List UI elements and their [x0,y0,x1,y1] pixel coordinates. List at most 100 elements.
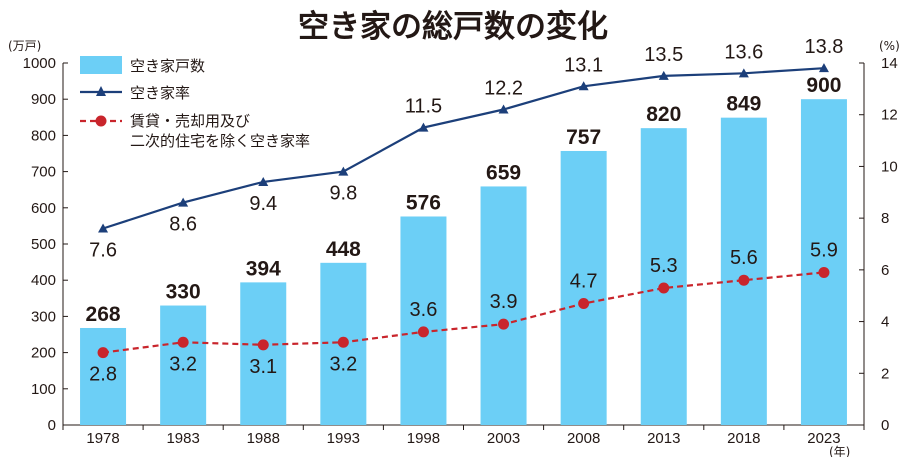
legend-bar-swatch [80,56,122,74]
x-tick-label: 1983 [166,430,199,447]
dashed-line-marker [177,336,189,348]
data-labels: 268 330 394 448 576 659 757 820 849 900 7.6 8.6 9.4 9… [86,36,844,385]
bar-value-label: 330 [166,281,201,304]
bar-value-label: 849 [726,93,761,116]
x-tick-label: 2018 [727,430,760,447]
left-tick-label: 400 [31,272,56,289]
dashed-line-marker [337,336,349,348]
dashed-line-value-label: 3.1 [249,356,277,378]
line-marker [498,104,509,114]
legend-line-marker [96,86,106,96]
left-tick-label: 800 [31,127,56,144]
line-value-label: 9.4 [249,193,277,215]
bar-value-label: 820 [646,103,681,126]
x-axis-unit: (年) [829,445,850,457]
bar [720,117,767,426]
axes: 0 100 200 300 400 500 600 700 800 900 1000 0 2 4 6 8 10 1… [23,55,898,447]
bar-value-label: 576 [406,191,441,214]
line-marker [258,176,269,186]
right-tick-label: 2 [881,365,889,382]
line-value-label: 7.6 [89,239,117,261]
line-marker [738,68,749,78]
bar-value-label: 659 [486,161,521,184]
line-marker [338,166,349,176]
x-tick-label: 2008 [567,430,600,447]
dashed-line-value-label: 5.3 [650,255,678,277]
left-tick-label: 900 [31,91,56,108]
x-tick-label: 2023 [807,430,840,447]
left-tick-label: 200 [31,345,56,362]
x-tick-label: 2013 [647,430,680,447]
left-tick-label: 0 [48,417,56,434]
right-tick-label: 6 [881,262,889,279]
line-value-label: 13.5 [644,44,683,66]
dashed-line-marker [97,347,109,359]
legend-line-label: 空き家率 [130,84,190,102]
line-marker [818,63,829,73]
bar [480,186,527,425]
line-marker [658,70,669,80]
line-value-label: 13.1 [564,54,603,76]
right-tick-label: 14 [881,55,898,72]
bar-value-label: 757 [566,126,601,149]
bar [160,305,207,425]
dashed-line-marker [257,339,269,351]
bar [640,128,687,425]
dashed-line-marker [818,266,830,278]
dashed-line-value-label: 3.2 [329,353,357,375]
x-tick-label: 1978 [86,430,119,447]
right-tick-label: 0 [881,417,889,434]
dashed-line-value-label: 3.9 [490,291,518,313]
x-tick-label: 2003 [487,430,520,447]
left-tick-label: 300 [31,308,56,325]
legend-dashed-label-line1: 賃貸・売却用及び [130,112,250,130]
right-tick-label: 4 [881,314,889,331]
left-axis-unit: (万戸) [8,39,41,53]
line-value-label: 13.8 [804,36,843,58]
bar-value-label: 900 [806,74,841,97]
line-value-label: 9.8 [329,183,357,205]
dashed-line-path [102,271,825,354]
bar-value-label: 268 [86,303,121,326]
dashed-line-value-label: 5.9 [810,239,838,261]
dashed-line-value-label: 5.6 [730,247,758,269]
left-tick-label: 500 [31,236,56,253]
left-tick-label: 700 [31,164,56,181]
bar [560,150,607,425]
left-tick-label: 1000 [23,55,56,72]
legend-dashed-label-line2: 二次的住宅を除く空き家率 [130,132,310,150]
bar [400,216,447,425]
dashed-line-marker [578,297,590,309]
x-tick-label: 1988 [247,430,280,447]
dashed-line-value-label: 4.7 [570,270,598,292]
left-tick-label: 600 [31,200,56,217]
dashed-line-marker [658,282,670,294]
bar [80,327,127,425]
left-tick-label: 100 [31,381,56,398]
legend-bar-label: 空き家戸数 [130,57,205,75]
line-marker [98,223,109,233]
dashed-line-value-label: 3.2 [169,353,197,375]
dashed-line-marker [498,318,510,330]
bar-value-label: 448 [326,238,361,261]
bar [800,99,847,425]
line-path [102,67,824,230]
line-series [97,63,830,359]
bar-series [80,99,847,426]
dashed-line-marker [738,274,750,286]
bar [240,282,287,425]
line-value-label: 13.6 [724,41,763,63]
line-value-label: 12.2 [484,78,523,100]
x-tick-label: 1993 [327,430,360,447]
dashed-line-marker [417,326,429,338]
line-marker [178,197,189,207]
right-axis-unit: (%) [879,39,900,53]
line-value-label: 8.6 [169,214,197,236]
right-tick-label: 12 [881,107,898,124]
legend-dashed-marker [95,115,107,127]
line-value-label: 11.5 [405,96,442,118]
line-marker [418,122,429,132]
chart-title: 空き家の総戸数の変化 [298,9,608,45]
